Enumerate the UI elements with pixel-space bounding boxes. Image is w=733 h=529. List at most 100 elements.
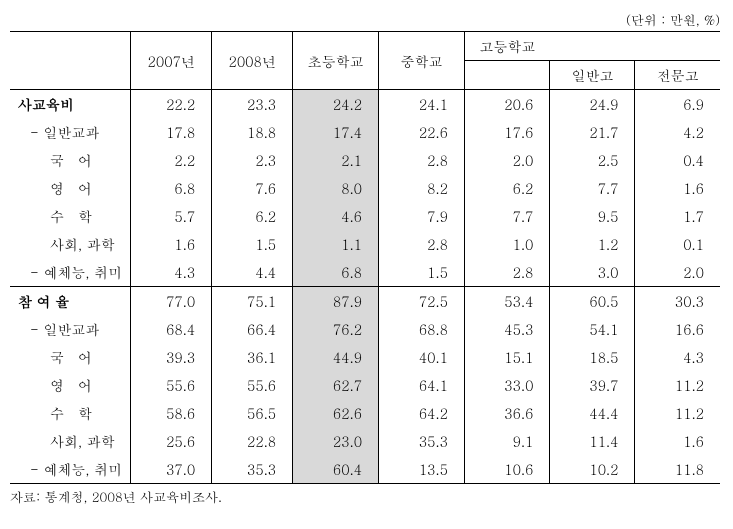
row-label: 사회, 과학 <box>10 427 131 455</box>
cell: 11.8 <box>635 455 720 484</box>
cell: 1.1 <box>293 230 379 258</box>
section-expense-title: 사교육비 <box>10 90 131 119</box>
cell: 55.6 <box>131 371 212 399</box>
header-2007: 2007년 <box>131 32 212 90</box>
cell: 6.9 <box>635 90 720 119</box>
cell: 35.3 <box>379 427 465 455</box>
row-label: - 예체능, 취미 <box>10 258 131 287</box>
cell: 2.8 <box>464 258 549 287</box>
cell: 36.6 <box>464 399 549 427</box>
cell: 18.5 <box>550 343 635 371</box>
cell: 2.1 <box>293 146 379 174</box>
cell: 2.0 <box>464 146 549 174</box>
cell: 1.6 <box>131 230 212 258</box>
cell: 10.2 <box>550 455 635 484</box>
cell: 54.1 <box>550 315 635 343</box>
cell: 64.1 <box>379 371 465 399</box>
cell: 39.3 <box>131 343 212 371</box>
cell: 10.6 <box>464 455 549 484</box>
data-table: 2007년 2008년 초등학교 중학교 고등학교 일반고 전문고 사교육비 2… <box>10 31 720 484</box>
cell: 33.0 <box>464 371 549 399</box>
cell: 30.3 <box>635 287 720 316</box>
row-label: 수 학 <box>10 399 131 427</box>
cell: 4.6 <box>293 202 379 230</box>
unit-label: (단위 : 만원, %) <box>10 10 720 29</box>
cell: 20.6 <box>464 90 549 119</box>
cell: 16.6 <box>635 315 720 343</box>
cell: 8.2 <box>379 174 465 202</box>
cell: 35.3 <box>212 455 293 484</box>
cell: 68.4 <box>131 315 212 343</box>
cell: 7.6 <box>212 174 293 202</box>
cell: 17.6 <box>464 118 549 146</box>
cell: 6.8 <box>131 174 212 202</box>
cell: 68.8 <box>379 315 465 343</box>
cell: 5.7 <box>131 202 212 230</box>
row-label: 수 학 <box>10 202 131 230</box>
cell: 53.4 <box>464 287 549 316</box>
cell: 25.6 <box>131 427 212 455</box>
cell: 0.1 <box>635 230 720 258</box>
cell: 2.8 <box>379 230 465 258</box>
cell: 2.5 <box>550 146 635 174</box>
cell: 4.3 <box>131 258 212 287</box>
cell: 45.3 <box>464 315 549 343</box>
row-label: 사회, 과학 <box>10 230 131 258</box>
cell: 17.8 <box>131 118 212 146</box>
cell: 36.1 <box>212 343 293 371</box>
cell: 6.8 <box>293 258 379 287</box>
cell: 56.5 <box>212 399 293 427</box>
cell: 24.9 <box>550 90 635 119</box>
cell: 9.5 <box>550 202 635 230</box>
header-2008: 2008년 <box>212 32 293 90</box>
cell: 7.7 <box>464 202 549 230</box>
cell: 23.3 <box>212 90 293 119</box>
cell: 4.3 <box>635 343 720 371</box>
cell: 8.0 <box>293 174 379 202</box>
cell: 22.6 <box>379 118 465 146</box>
cell: 6.2 <box>464 174 549 202</box>
cell: 4.2 <box>635 118 720 146</box>
cell: 15.1 <box>464 343 549 371</box>
cell: 75.1 <box>212 287 293 316</box>
row-label: - 일반교과 <box>10 315 131 343</box>
cell: 24.2 <box>293 90 379 119</box>
cell: 60.4 <box>293 455 379 484</box>
cell: 64.2 <box>379 399 465 427</box>
header-elem: 초등학교 <box>293 32 379 90</box>
cell: 39.7 <box>550 371 635 399</box>
cell: 1.2 <box>550 230 635 258</box>
cell: 11.2 <box>635 371 720 399</box>
cell: 37.0 <box>131 455 212 484</box>
cell: 1.6 <box>635 427 720 455</box>
cell: 2.3 <box>212 146 293 174</box>
cell: 11.4 <box>550 427 635 455</box>
cell: 2.0 <box>635 258 720 287</box>
cell: 18.8 <box>212 118 293 146</box>
header-gen: 일반고 <box>550 61 635 90</box>
row-label: 영 어 <box>10 174 131 202</box>
cell: 11.2 <box>635 399 720 427</box>
cell: 21.7 <box>550 118 635 146</box>
cell: 87.9 <box>293 287 379 316</box>
cell: 1.5 <box>212 230 293 258</box>
cell: 22.8 <box>212 427 293 455</box>
cell: 60.5 <box>550 287 635 316</box>
cell: 0.4 <box>635 146 720 174</box>
source-text: 자료: 통계청, 2008년 사교육비조사. <box>10 487 720 506</box>
cell: 9.1 <box>464 427 549 455</box>
cell: 4.4 <box>212 258 293 287</box>
header-high: 고등학교 <box>464 32 549 61</box>
cell: 23.0 <box>293 427 379 455</box>
cell: 44.4 <box>550 399 635 427</box>
row-label: 국 어 <box>10 343 131 371</box>
cell: 1.0 <box>464 230 549 258</box>
row-label: 국 어 <box>10 146 131 174</box>
cell: 3.0 <box>550 258 635 287</box>
cell: 6.2 <box>212 202 293 230</box>
cell: 58.6 <box>131 399 212 427</box>
cell: 66.4 <box>212 315 293 343</box>
cell: 1.6 <box>635 174 720 202</box>
cell: 13.5 <box>379 455 465 484</box>
cell: 1.5 <box>379 258 465 287</box>
